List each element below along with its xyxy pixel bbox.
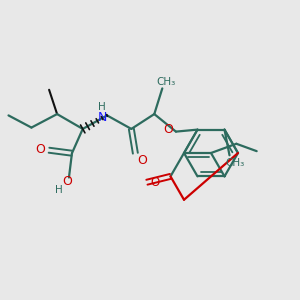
Text: N: N: [98, 111, 107, 124]
Text: O: O: [150, 176, 160, 189]
Text: O: O: [35, 143, 45, 156]
Text: CH₃: CH₃: [225, 158, 244, 168]
Text: O: O: [137, 154, 147, 167]
Text: H: H: [98, 102, 106, 112]
Text: O: O: [163, 123, 173, 136]
Text: CH₃: CH₃: [157, 77, 176, 87]
Text: O: O: [62, 175, 72, 188]
Text: H: H: [55, 184, 63, 194]
